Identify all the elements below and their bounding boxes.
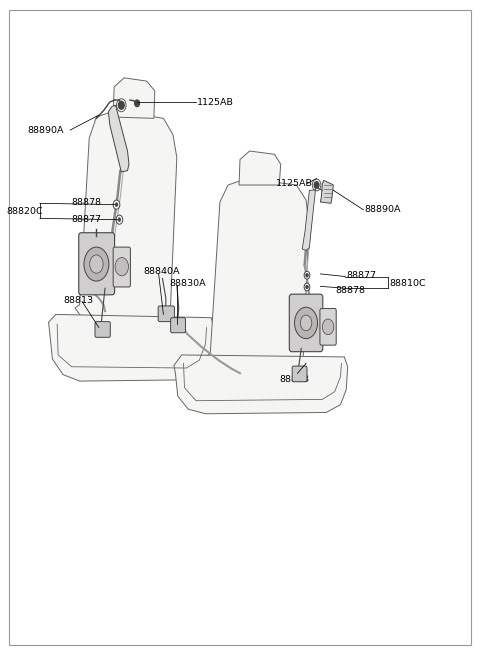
Text: 88878: 88878	[72, 198, 102, 207]
Polygon shape	[108, 105, 129, 172]
Circle shape	[295, 307, 318, 339]
Circle shape	[135, 100, 140, 107]
Polygon shape	[174, 355, 348, 414]
Text: 88813: 88813	[64, 295, 94, 305]
Circle shape	[323, 319, 334, 335]
Polygon shape	[48, 314, 214, 381]
Circle shape	[115, 257, 129, 276]
Circle shape	[306, 285, 309, 289]
Polygon shape	[113, 78, 155, 119]
Circle shape	[314, 181, 319, 188]
FancyBboxPatch shape	[158, 306, 174, 322]
FancyBboxPatch shape	[289, 294, 323, 352]
Text: 88840A: 88840A	[144, 267, 180, 276]
FancyBboxPatch shape	[95, 322, 110, 337]
Text: 88878: 88878	[336, 286, 366, 295]
Circle shape	[119, 102, 124, 109]
Circle shape	[118, 217, 121, 221]
Text: 88877: 88877	[346, 271, 376, 280]
Text: 88813: 88813	[279, 375, 310, 384]
Polygon shape	[75, 111, 177, 321]
Text: 88820C: 88820C	[6, 207, 43, 215]
Text: 88877: 88877	[72, 214, 102, 223]
Text: 88830A: 88830A	[169, 278, 206, 288]
Polygon shape	[239, 151, 281, 185]
Text: 88890A: 88890A	[27, 126, 63, 135]
Circle shape	[113, 200, 120, 209]
Polygon shape	[206, 178, 309, 368]
FancyBboxPatch shape	[320, 309, 336, 345]
FancyBboxPatch shape	[170, 318, 185, 333]
Text: 1125AB: 1125AB	[197, 98, 234, 107]
Circle shape	[90, 255, 103, 273]
Circle shape	[304, 283, 310, 291]
Polygon shape	[321, 180, 333, 203]
Circle shape	[304, 271, 310, 279]
Circle shape	[84, 247, 109, 281]
Text: 88890A: 88890A	[364, 206, 401, 214]
FancyBboxPatch shape	[292, 366, 307, 382]
Text: 1125AB: 1125AB	[276, 179, 313, 188]
Circle shape	[300, 315, 312, 331]
Circle shape	[306, 273, 309, 277]
FancyBboxPatch shape	[113, 247, 131, 287]
Circle shape	[115, 202, 118, 206]
Polygon shape	[302, 189, 316, 250]
Text: 88810C: 88810C	[390, 278, 426, 288]
Circle shape	[116, 215, 123, 224]
FancyBboxPatch shape	[79, 233, 115, 295]
